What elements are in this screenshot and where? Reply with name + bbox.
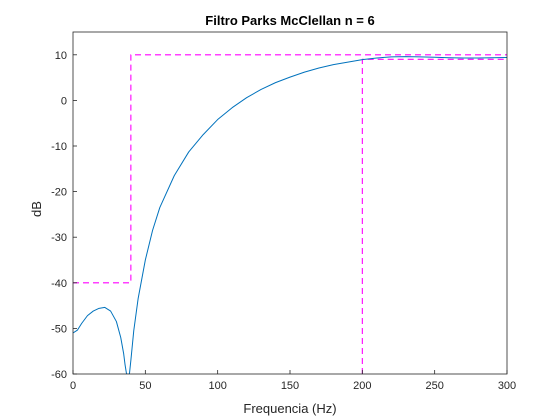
y-tick-label: -50 xyxy=(51,323,67,335)
chart-title: Filtro Parks McClellan n = 6 xyxy=(205,13,374,28)
y-tick-label: -10 xyxy=(51,141,67,153)
mask-line-1 xyxy=(73,54,507,284)
x-tick-label: 100 xyxy=(208,380,226,392)
y-tick-label: 10 xyxy=(55,50,67,62)
x-tick-label: 300 xyxy=(498,380,516,392)
response-curve xyxy=(73,56,507,374)
x-tick-label: 200 xyxy=(353,380,371,392)
x-tick-label: 150 xyxy=(281,380,299,392)
x-tick-label: 50 xyxy=(139,380,151,392)
y-tick-label: -40 xyxy=(51,278,67,290)
y-axis: -60 -50 -40 -30 -20 -10 0 10 xyxy=(51,50,77,381)
y-tick-label: 0 xyxy=(61,95,67,107)
plot-background xyxy=(73,32,507,374)
series-layer xyxy=(73,54,507,374)
plot-area xyxy=(72,31,508,375)
y-tick-label: -60 xyxy=(51,369,67,381)
y-axis-title: dB xyxy=(29,201,44,217)
x-tick-label: 250 xyxy=(425,380,443,392)
x-tick-label: 0 xyxy=(70,380,76,392)
y-tick-label: -20 xyxy=(51,187,67,199)
x-axis-title: Frequencia (Hz) xyxy=(243,401,336,416)
x-axis: 0 50 100 150 200 250 300 xyxy=(70,370,516,392)
y-tick-label: -30 xyxy=(51,232,67,244)
